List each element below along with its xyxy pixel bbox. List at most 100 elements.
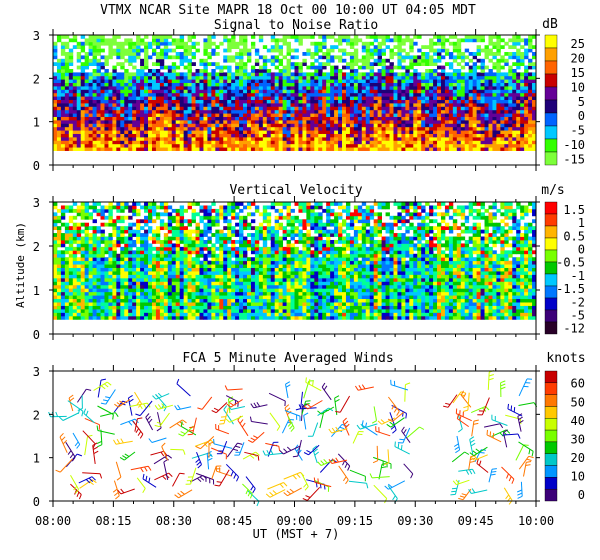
- heatmap-cell: [203, 253, 208, 258]
- heatmap-cell: [80, 41, 86, 46]
- heatmap-cell: [314, 45, 319, 50]
- heatmap-cell: [211, 113, 216, 117]
- heatmap-cell: [171, 208, 177, 213]
- heatmap-cell: [250, 45, 256, 50]
- heatmap-cell: [373, 119, 379, 124]
- heatmap-cell: [353, 119, 359, 124]
- heatmap-cell: [318, 92, 323, 97]
- heatmap-cell: [231, 45, 236, 50]
- heatmap-cell: [163, 291, 169, 296]
- heatmap-cell: [369, 55, 375, 60]
- heatmap-cell: [223, 116, 228, 121]
- heatmap-cell: [140, 233, 145, 237]
- heatmap-cell: [243, 82, 248, 87]
- heatmap-cell: [476, 113, 481, 117]
- heatmap-cell: [140, 65, 145, 70]
- heatmap-cell: [72, 208, 78, 213]
- heatmap-cell: [84, 309, 90, 313]
- heatmap-cell: [270, 96, 276, 100]
- heatmap-cell: [179, 62, 185, 66]
- heatmap-cell: [468, 99, 474, 104]
- heatmap-cell: [270, 79, 276, 83]
- heatmap-cell: [318, 102, 323, 107]
- heatmap-cell: [488, 147, 493, 151]
- heatmap-cell: [393, 99, 398, 104]
- heatmap-cell: [144, 126, 149, 131]
- heatmap-cell: [92, 126, 97, 131]
- heatmap-cell: [155, 281, 161, 286]
- heatmap-cell: [144, 274, 149, 279]
- heatmap-cell: [159, 219, 165, 224]
- heatmap-cell: [64, 133, 70, 138]
- heatmap-cell: [464, 113, 470, 117]
- heatmap-cell: [342, 109, 347, 114]
- heatmap-cell: [361, 123, 367, 128]
- heatmap-cell: [270, 126, 276, 131]
- heatmap-cell: [163, 45, 169, 50]
- heatmap-cell: [330, 92, 335, 97]
- heatmap-cell: [116, 291, 121, 296]
- heatmap-cell: [108, 215, 113, 220]
- heatmap-cell: [191, 271, 196, 275]
- heatmap-cell: [429, 147, 434, 151]
- heatmap-cell: [417, 35, 422, 39]
- heatmap-cell: [353, 55, 359, 60]
- heatmap-cell: [266, 69, 272, 73]
- heatmap-cell: [187, 69, 192, 73]
- heatmap-cell: [187, 253, 192, 258]
- heatmap-cell: [128, 229, 133, 234]
- heatmap-cell: [524, 82, 529, 87]
- heatmap-cell: [72, 246, 78, 251]
- heatmap-cell: [223, 99, 228, 104]
- heatmap-cell: [167, 284, 173, 289]
- heatmap-cell: [338, 85, 343, 90]
- heatmap-cell: [187, 130, 192, 134]
- heatmap-cell: [128, 208, 133, 213]
- heatmap-cell: [294, 102, 299, 107]
- heatmap-cell: [92, 82, 97, 87]
- heatmap-cell: [159, 79, 165, 83]
- heatmap-cell: [480, 96, 485, 100]
- heatmap-cell: [96, 92, 101, 97]
- heatmap-cell: [377, 109, 382, 114]
- heatmap-cell: [144, 89, 149, 94]
- heatmap-cell: [72, 295, 78, 300]
- heatmap-cell: [140, 312, 145, 317]
- heatmap-cell: [243, 38, 248, 43]
- heatmap-cell: [104, 109, 109, 114]
- heatmap-cell: [179, 253, 185, 258]
- heatmap-cell: [128, 75, 133, 80]
- heatmap-cell: [124, 264, 129, 268]
- heatmap-cell: [456, 116, 462, 121]
- heatmap-cell: [342, 48, 347, 53]
- heatmap-cell: [112, 96, 117, 100]
- heatmap-cell: [520, 99, 525, 104]
- heatmap-cell: [68, 298, 74, 303]
- heatmap-cell: [151, 140, 157, 145]
- heatmap-cell: [53, 126, 58, 131]
- heatmap-cell: [334, 126, 339, 131]
- heatmap-cell: [532, 72, 537, 77]
- heatmap-cell: [417, 96, 422, 100]
- heatmap-cell: [310, 65, 315, 70]
- heatmap-cell: [306, 116, 311, 121]
- heatmap-cell: [488, 38, 493, 43]
- heatmap-cell: [357, 85, 363, 90]
- heatmap-cell: [353, 123, 359, 128]
- heatmap-cell: [444, 116, 450, 121]
- heatmap-cell: [429, 109, 434, 114]
- heatmap-cell: [227, 92, 232, 97]
- heatmap-cell: [68, 281, 74, 286]
- heatmap-cell: [132, 250, 137, 255]
- heatmap-cell: [96, 264, 101, 268]
- heatmap-cell: [448, 85, 454, 90]
- heatmap-cell: [235, 99, 240, 104]
- heatmap-cell: [266, 133, 272, 138]
- heatmap-cell: [132, 202, 137, 206]
- heatmap-cell: [326, 109, 331, 114]
- heatmap-cell: [148, 72, 153, 77]
- heatmap-cell: [211, 215, 216, 220]
- heatmap-cell: [322, 92, 327, 97]
- heatmap-cell: [274, 143, 280, 148]
- heatmap-cell: [88, 309, 93, 313]
